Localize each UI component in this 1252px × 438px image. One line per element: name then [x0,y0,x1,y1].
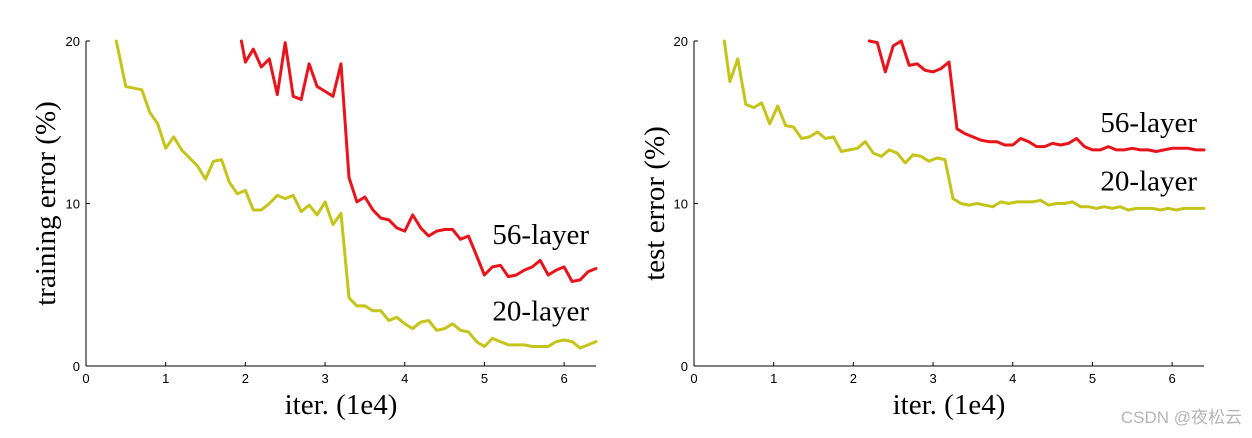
y-tick-label: 20 [674,34,688,49]
y-axis-label: training error (%) [30,101,62,306]
series-line-56-layer [239,39,598,283]
series-line-20-layer [722,39,1206,212]
y-tick-label: 0 [73,359,80,374]
x-axis-label: iter. (1e4) [285,389,398,421]
y-tick-label: 0 [681,359,688,374]
chart-training-error: 0 1 2 3 4 5 6 0 10 20 iter. (1e4) training error (%… [30,34,598,421]
x-tick-label: 0 [690,371,697,386]
series-label-20-layer: 20-layer [492,296,589,328]
series-label-56-layer: 56-layer [1100,107,1197,139]
x-tick-label: 4 [1009,371,1016,386]
x-tick-label: 6 [1169,371,1176,386]
x-tick-label: 3 [929,371,936,386]
x-tick-label: 1 [770,371,777,386]
x-tick-label: 2 [242,371,249,386]
y-tick-label: 10 [66,197,80,212]
x-tick-label: 2 [850,371,857,386]
x-tick-label: 4 [401,371,408,386]
y-axis-label: test error (%) [639,126,671,281]
series-line-56-layer [867,39,1206,153]
x-tick-label: 5 [1089,371,1096,386]
x-tick-label: 5 [481,371,488,386]
x-axis-label: iter. (1e4) [893,389,1006,421]
series-label-20-layer: 20-layer [1100,166,1197,198]
chart-test-error: 0 1 2 3 4 5 6 0 10 20 iter. (1e4) test error (%) 56-… [639,34,1206,421]
series-label-56-layer: 56-layer [492,219,589,251]
x-tick-label: 0 [82,371,89,386]
series-line-20-layer [114,39,598,350]
watermark: CSDN @夜松云 [1120,408,1242,427]
x-tick-label: 6 [561,371,568,386]
x-tick-label: 3 [321,371,328,386]
x-tick-label: 1 [162,371,169,386]
y-tick-label: 10 [674,197,688,212]
y-tick-label: 20 [66,34,80,49]
